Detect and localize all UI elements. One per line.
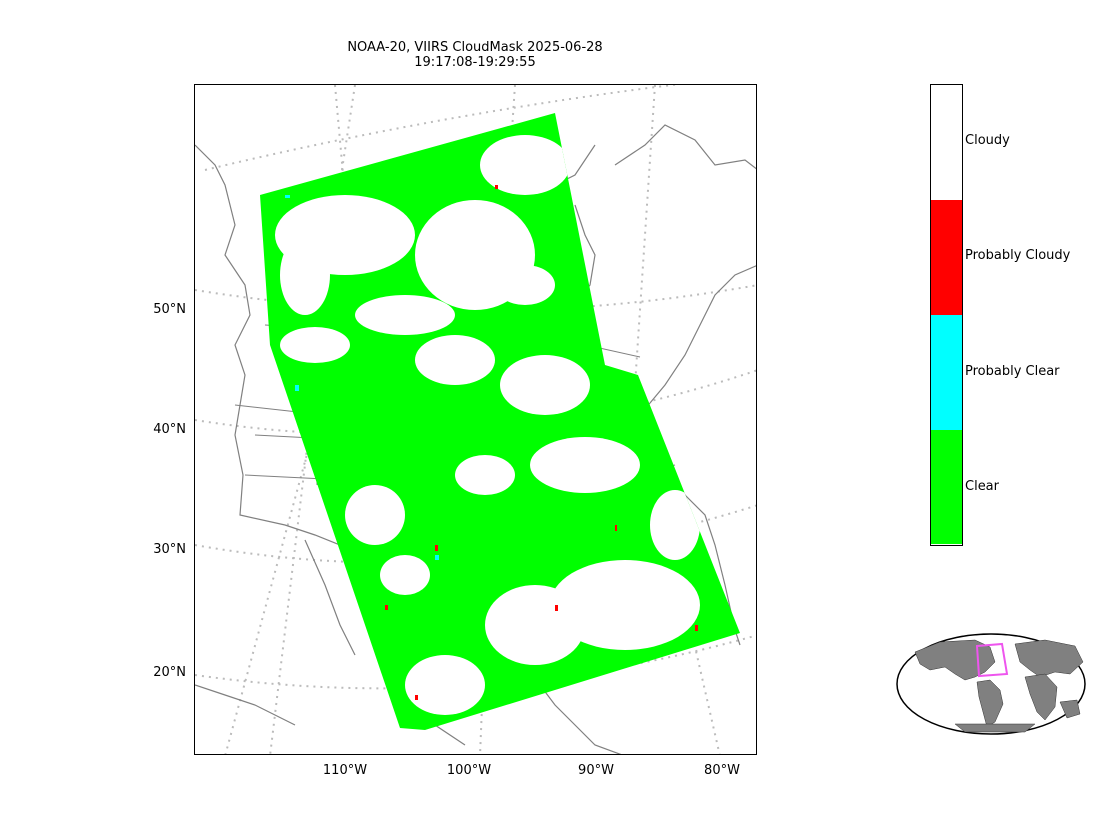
legend-label-clear: Clear [965, 479, 999, 494]
legend-swatch-clear [931, 430, 962, 544]
world-map-svg [896, 633, 1086, 735]
lat-label-30n: 30°N [153, 542, 186, 557]
legend-label-probably-cloudy: Probably Cloudy [965, 248, 1071, 263]
swath-location-box [975, 642, 1009, 678]
legend-swatch-cloudy [931, 85, 962, 200]
map-panel[interactable] [194, 84, 757, 755]
legend-label-cloudy: Cloudy [965, 133, 1010, 148]
legend-swatch-probably-cloudy [931, 200, 962, 315]
lat-label-40n: 40°N [153, 422, 186, 437]
title-line-1: NOAA-20, VIIRS CloudMask 2025-06-28 [347, 40, 603, 55]
map-svg [195, 85, 756, 754]
probably-cloudy-specks [385, 185, 698, 700]
cloudy-regions [275, 135, 700, 715]
lon-label-90w: 90°W [578, 763, 614, 778]
probably-clear-specks [285, 195, 439, 560]
legend-label-probably-clear: Probably Clear [965, 364, 1060, 379]
lon-label-100w: 100°W [446, 763, 492, 778]
chart-title: NOAA-20, VIIRS CloudMask 2025-06-28 19:1… [190, 40, 760, 70]
lat-label-50n: 50°N [153, 302, 186, 317]
world-landmasses [914, 639, 1084, 733]
world-overview-map [895, 632, 1088, 736]
lon-label-80w: 80°W [704, 763, 740, 778]
lon-label-110w: 110°W [322, 763, 368, 778]
lat-label-20n: 20°N [153, 665, 186, 680]
title-line-2: 19:17:08-19:29:55 [414, 55, 536, 70]
cloudmask-swath [260, 113, 740, 730]
legend-swatch-probably-clear [931, 315, 962, 430]
legend-colorbar [930, 84, 963, 546]
